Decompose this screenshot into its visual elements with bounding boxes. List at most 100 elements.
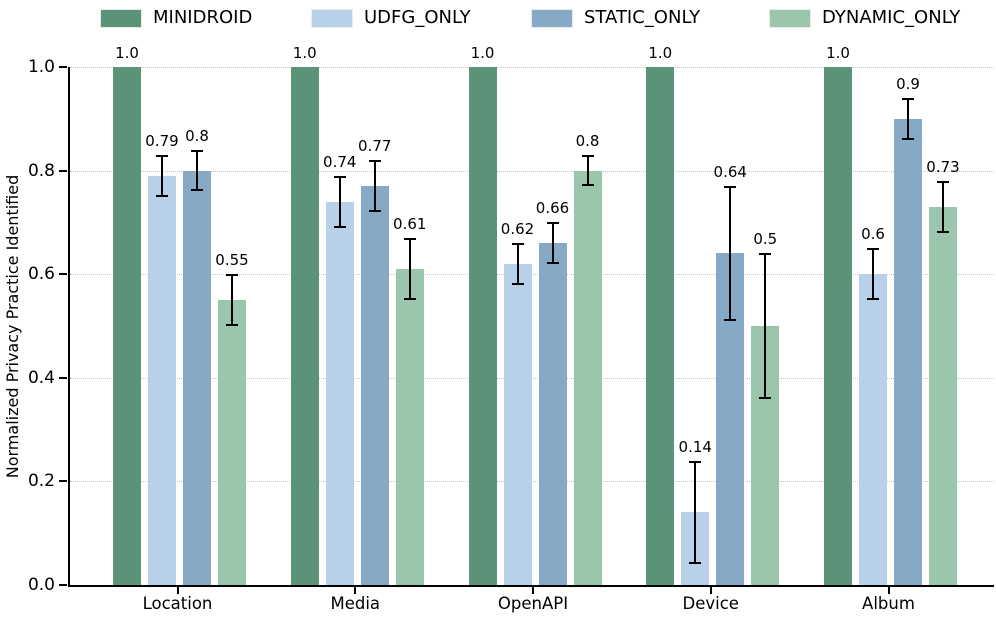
error-bar <box>729 186 732 321</box>
bar-static_only-location <box>183 170 211 585</box>
error-bar-cap <box>226 324 238 326</box>
bar-value-label: 1.0 <box>648 44 673 62</box>
bar-value-label: 0.9 <box>896 75 920 94</box>
y-tick-mark <box>59 480 67 483</box>
y-tick-mark <box>59 66 67 68</box>
gridline <box>70 67 994 68</box>
bar-value-label: 0.77 <box>358 137 392 156</box>
error-bar <box>907 98 909 140</box>
bar-value-label: 1.0 <box>115 44 139 62</box>
legend-item-udfg_only: UDFG_ONLY <box>311 5 471 31</box>
x-tick-mark <box>887 587 890 594</box>
x-tick-mark <box>354 587 357 594</box>
error-bar-cap <box>867 248 879 251</box>
bar-value-label: 0.55 <box>215 251 249 270</box>
error-bar-cap <box>368 160 381 163</box>
error-bar-cap <box>546 261 559 264</box>
legend-swatch-icon <box>100 8 142 28</box>
x-tick-label: Device <box>682 594 739 613</box>
y-tick-mark <box>59 376 67 379</box>
error-bar <box>586 155 589 187</box>
error-bar-cap <box>156 194 168 197</box>
error-bar-cap <box>156 155 168 158</box>
error-bar <box>161 155 163 197</box>
bar-value-label: 0.74 <box>323 152 357 171</box>
legend-label: STATIC_ONLY <box>584 7 701 28</box>
legend-swatch-icon <box>531 8 573 28</box>
legend-label: MINIDROID <box>153 7 253 28</box>
gridline <box>70 481 994 482</box>
gridline <box>70 171 994 172</box>
bar-value-label: 0.8 <box>185 126 209 145</box>
error-bar-cap <box>581 184 594 187</box>
bar-value-label: 0.64 <box>713 163 747 182</box>
bar-value-label: 0.62 <box>500 220 535 239</box>
x-tick-mark <box>709 587 712 594</box>
x-tick-label: Location <box>142 594 213 613</box>
error-bar <box>408 237 411 301</box>
y-tick-label: 1.0 <box>27 57 55 77</box>
error-bar-cap <box>937 230 949 233</box>
bar-value-label: 0.6 <box>861 225 885 244</box>
bar-value-label: 0.8 <box>575 132 600 151</box>
legend-swatch-icon <box>769 8 811 28</box>
bar-value-label: 0.79 <box>145 132 179 151</box>
bar-dynamic_only-album <box>929 206 957 585</box>
y-tick-label: 0.2 <box>27 471 55 492</box>
error-bar-cap <box>581 155 594 158</box>
y-tick-label: 0.0 <box>27 575 55 595</box>
error-bar-cap <box>937 180 949 183</box>
error-bar-cap <box>724 186 737 189</box>
x-tick-label: OpenAPI <box>497 594 569 613</box>
error-bar-cap <box>403 298 416 301</box>
error-bar-cap <box>403 237 416 240</box>
error-bar <box>694 460 697 565</box>
error-bar <box>196 149 198 192</box>
error-bar-cap <box>546 222 559 225</box>
bar-value-label: 0.61 <box>393 214 427 233</box>
bar-value-label: 1.0 <box>826 44 850 62</box>
bar-static_only-album <box>894 118 922 585</box>
legend-item-dynamic_only: DYNAMIC_ONLY <box>769 5 960 31</box>
error-bar-cap <box>902 137 914 140</box>
bar-static_only-openapi <box>538 243 567 585</box>
x-tick-mark <box>532 587 534 594</box>
legend-item-static_only: STATIC_ONLY <box>531 5 700 31</box>
error-bar-cap <box>689 562 702 565</box>
x-tick-label: Album <box>862 594 915 613</box>
error-bar <box>764 253 767 399</box>
error-bar <box>516 243 519 285</box>
bar-minidroid-location <box>113 67 141 585</box>
y-axis-title: Normalized Privacy Practice Identified <box>2 67 24 585</box>
error-bar-cap <box>191 149 203 152</box>
y-tick-label: 0.8 <box>27 160 55 181</box>
error-bar-cap <box>191 189 203 192</box>
legend-label: DYNAMIC_ONLY <box>822 7 961 28</box>
error-bar-cap <box>689 460 702 463</box>
bar-dynamic_only-location <box>218 300 246 585</box>
error-bar-cap <box>759 396 772 399</box>
error-bar-cap <box>226 274 238 277</box>
error-bar-cap <box>333 175 346 178</box>
bar-value-label: 1.0 <box>470 44 495 62</box>
bar-minidroid-media <box>290 67 319 585</box>
legend-item-minidroid: MINIDROID <box>100 5 252 31</box>
bar-udfg_only-media <box>325 201 354 585</box>
bar-dynamic_only-media <box>395 269 424 585</box>
error-bar <box>231 274 233 326</box>
gridline <box>70 274 994 275</box>
y-tick-label: 0.6 <box>27 264 55 285</box>
y-tick-mark <box>59 273 67 276</box>
error-bar-cap <box>902 98 914 101</box>
bar-value-label: 0.5 <box>753 230 778 249</box>
error-bar-cap <box>511 243 524 246</box>
bar-value-label: 1.0 <box>292 44 317 62</box>
bar-minidroid-device <box>646 67 675 585</box>
error-bar <box>872 248 874 301</box>
y-axis-title-text: Normalized Privacy Practice Identified <box>3 174 23 478</box>
y-tick-mark <box>59 169 67 172</box>
gridline <box>70 378 994 379</box>
x-tick-mark <box>176 587 179 594</box>
bar-udfg_only-location <box>148 175 176 585</box>
error-bar-cap <box>867 298 879 301</box>
